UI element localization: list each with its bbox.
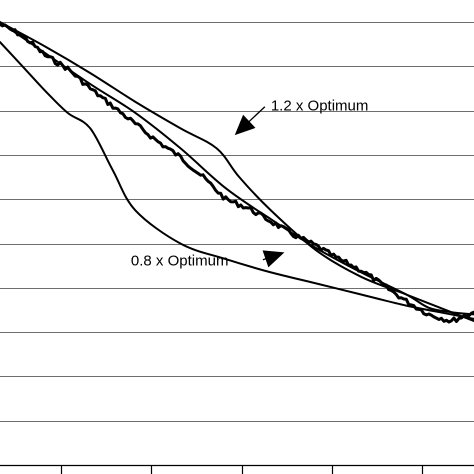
y-gridlines — [0, 22, 474, 422]
series-line-optimum — [0, 21, 474, 316]
series-line-lower — [0, 41, 474, 320]
x-axis — [0, 464, 474, 474]
series-group — [0, 21, 474, 324]
series-line-measured — [0, 22, 474, 324]
annotations: 1.2 x Optimum 0.8 x Optimum — [131, 98, 368, 270]
annotation-arrow-head — [234, 114, 256, 136]
annotation-label: 1.2 x Optimum — [271, 98, 369, 115]
annotation-arrow-head — [262, 250, 285, 268]
annotation-label: 0.8 x Optimum — [131, 253, 229, 270]
